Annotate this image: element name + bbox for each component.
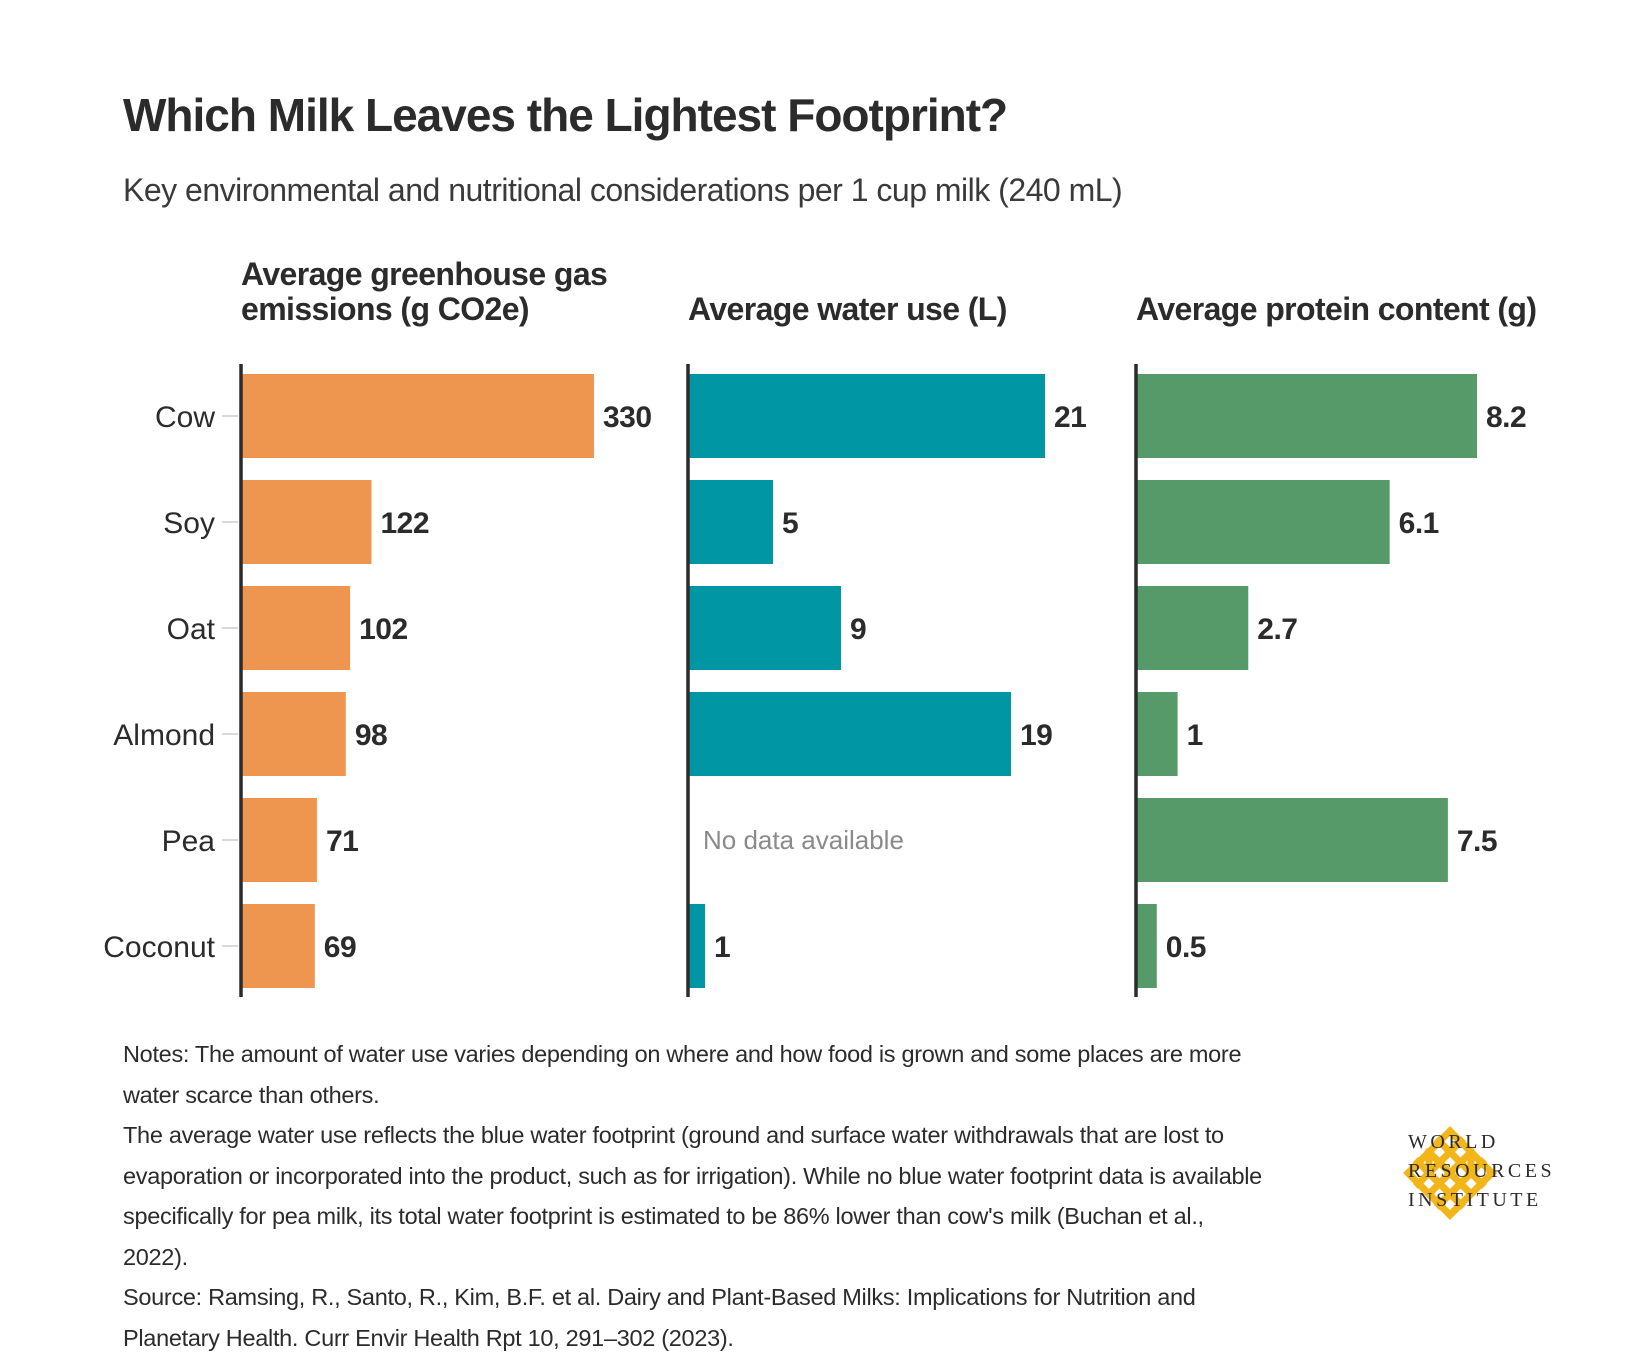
- value-label-ghg-coconut: 69: [324, 931, 356, 964]
- value-label-protein-oat: 2.7: [1257, 613, 1297, 646]
- panel-title-water-line-1: Average water use (L): [688, 291, 1007, 327]
- value-label-water-coconut: 1: [714, 931, 730, 964]
- panel-title-protein-line-1: Average protein content (g): [1136, 291, 1536, 327]
- value-label-ghg-pea: 71: [326, 825, 358, 858]
- value-label-water-cow: 21: [1054, 401, 1086, 434]
- bar-charts: Cow Soy Oat Almond Pea Coconut Average greenho…: [103, 256, 1537, 997]
- value-label-ghg-almond: 98: [355, 719, 387, 752]
- value-label-ghg-cow: 330: [603, 401, 652, 434]
- bar-protein-almond: [1136, 692, 1178, 776]
- category-label-cow: Cow: [155, 401, 215, 434]
- notes-water-variation: Notes: The amount of water use varies de…: [123, 1041, 1242, 1108]
- value-label-protein-soy: 6.1: [1399, 507, 1439, 540]
- chart-subtitle: Key environmental and nutritional consid…: [123, 172, 1123, 208]
- logo-line-institute: INSTITUTE: [1408, 1189, 1542, 1211]
- value-label-water-almond: 19: [1020, 719, 1052, 752]
- logo-line-resources: RESOURCES: [1408, 1160, 1556, 1182]
- value-label-ghg-soy: 122: [381, 507, 430, 540]
- value-label-water-oat: 9: [850, 613, 866, 646]
- bar-protein-coconut: [1136, 904, 1157, 988]
- value-label-protein-cow: 8.2: [1486, 401, 1526, 434]
- bar-protein-pea: [1136, 798, 1448, 882]
- notes-blue-water: The average water use reflects the blue …: [123, 1122, 1262, 1270]
- value-label-protein-pea: 7.5: [1457, 825, 1497, 858]
- chart-title: Which Milk Leaves the Lightest Footprint…: [123, 89, 1008, 141]
- logo-line-world: WORLD: [1408, 1131, 1499, 1153]
- category-label-soy: Soy: [163, 507, 215, 540]
- panel-title-ghg-line-1: Average greenhouse gas: [241, 256, 607, 292]
- value-label-ghg-oat: 102: [359, 613, 408, 646]
- notes: Notes: The amount of water use varies de…: [123, 1034, 1273, 1358]
- value-label-protein-coconut: 0.5: [1166, 931, 1206, 964]
- bar-water-cow: [688, 374, 1045, 458]
- category-label-pea: Pea: [162, 825, 216, 858]
- wri-wordmark: WORLD RESOURCES INSTITUTE: [1408, 1128, 1555, 1215]
- value-label-water-soy: 5: [782, 507, 798, 540]
- category-label-oat: Oat: [167, 613, 216, 646]
- bar-ghg-pea: [241, 798, 317, 882]
- wri-knot-logo-icon: [1403, 1126, 1497, 1220]
- notes-source: Source: Ramsing, R., Santo, R., Kim, B.F…: [123, 1284, 1196, 1351]
- no-data-label-water-pea: No data available: [703, 825, 904, 855]
- value-label-protein-almond: 1: [1187, 719, 1203, 752]
- bar-ghg-coconut: [241, 904, 315, 988]
- category-label-coconut: Coconut: [103, 931, 215, 964]
- panel-title-ghg-line-2: emissions (g CO2e): [241, 291, 529, 327]
- bar-water-soy: [688, 480, 773, 564]
- bar-protein-soy: [1136, 480, 1390, 564]
- bar-protein-cow: [1136, 374, 1477, 458]
- bar-ghg-cow: [241, 374, 594, 458]
- bar-protein-oat: [1136, 586, 1249, 670]
- bar-water-oat: [688, 586, 841, 670]
- bar-ghg-oat: [241, 586, 351, 670]
- bar-ghg-almond: [241, 692, 346, 776]
- category-label-almond: Almond: [113, 719, 215, 752]
- bar-ghg-soy: [241, 480, 372, 564]
- bar-water-coconut: [688, 904, 705, 988]
- bar-water-almond: [688, 692, 1011, 776]
